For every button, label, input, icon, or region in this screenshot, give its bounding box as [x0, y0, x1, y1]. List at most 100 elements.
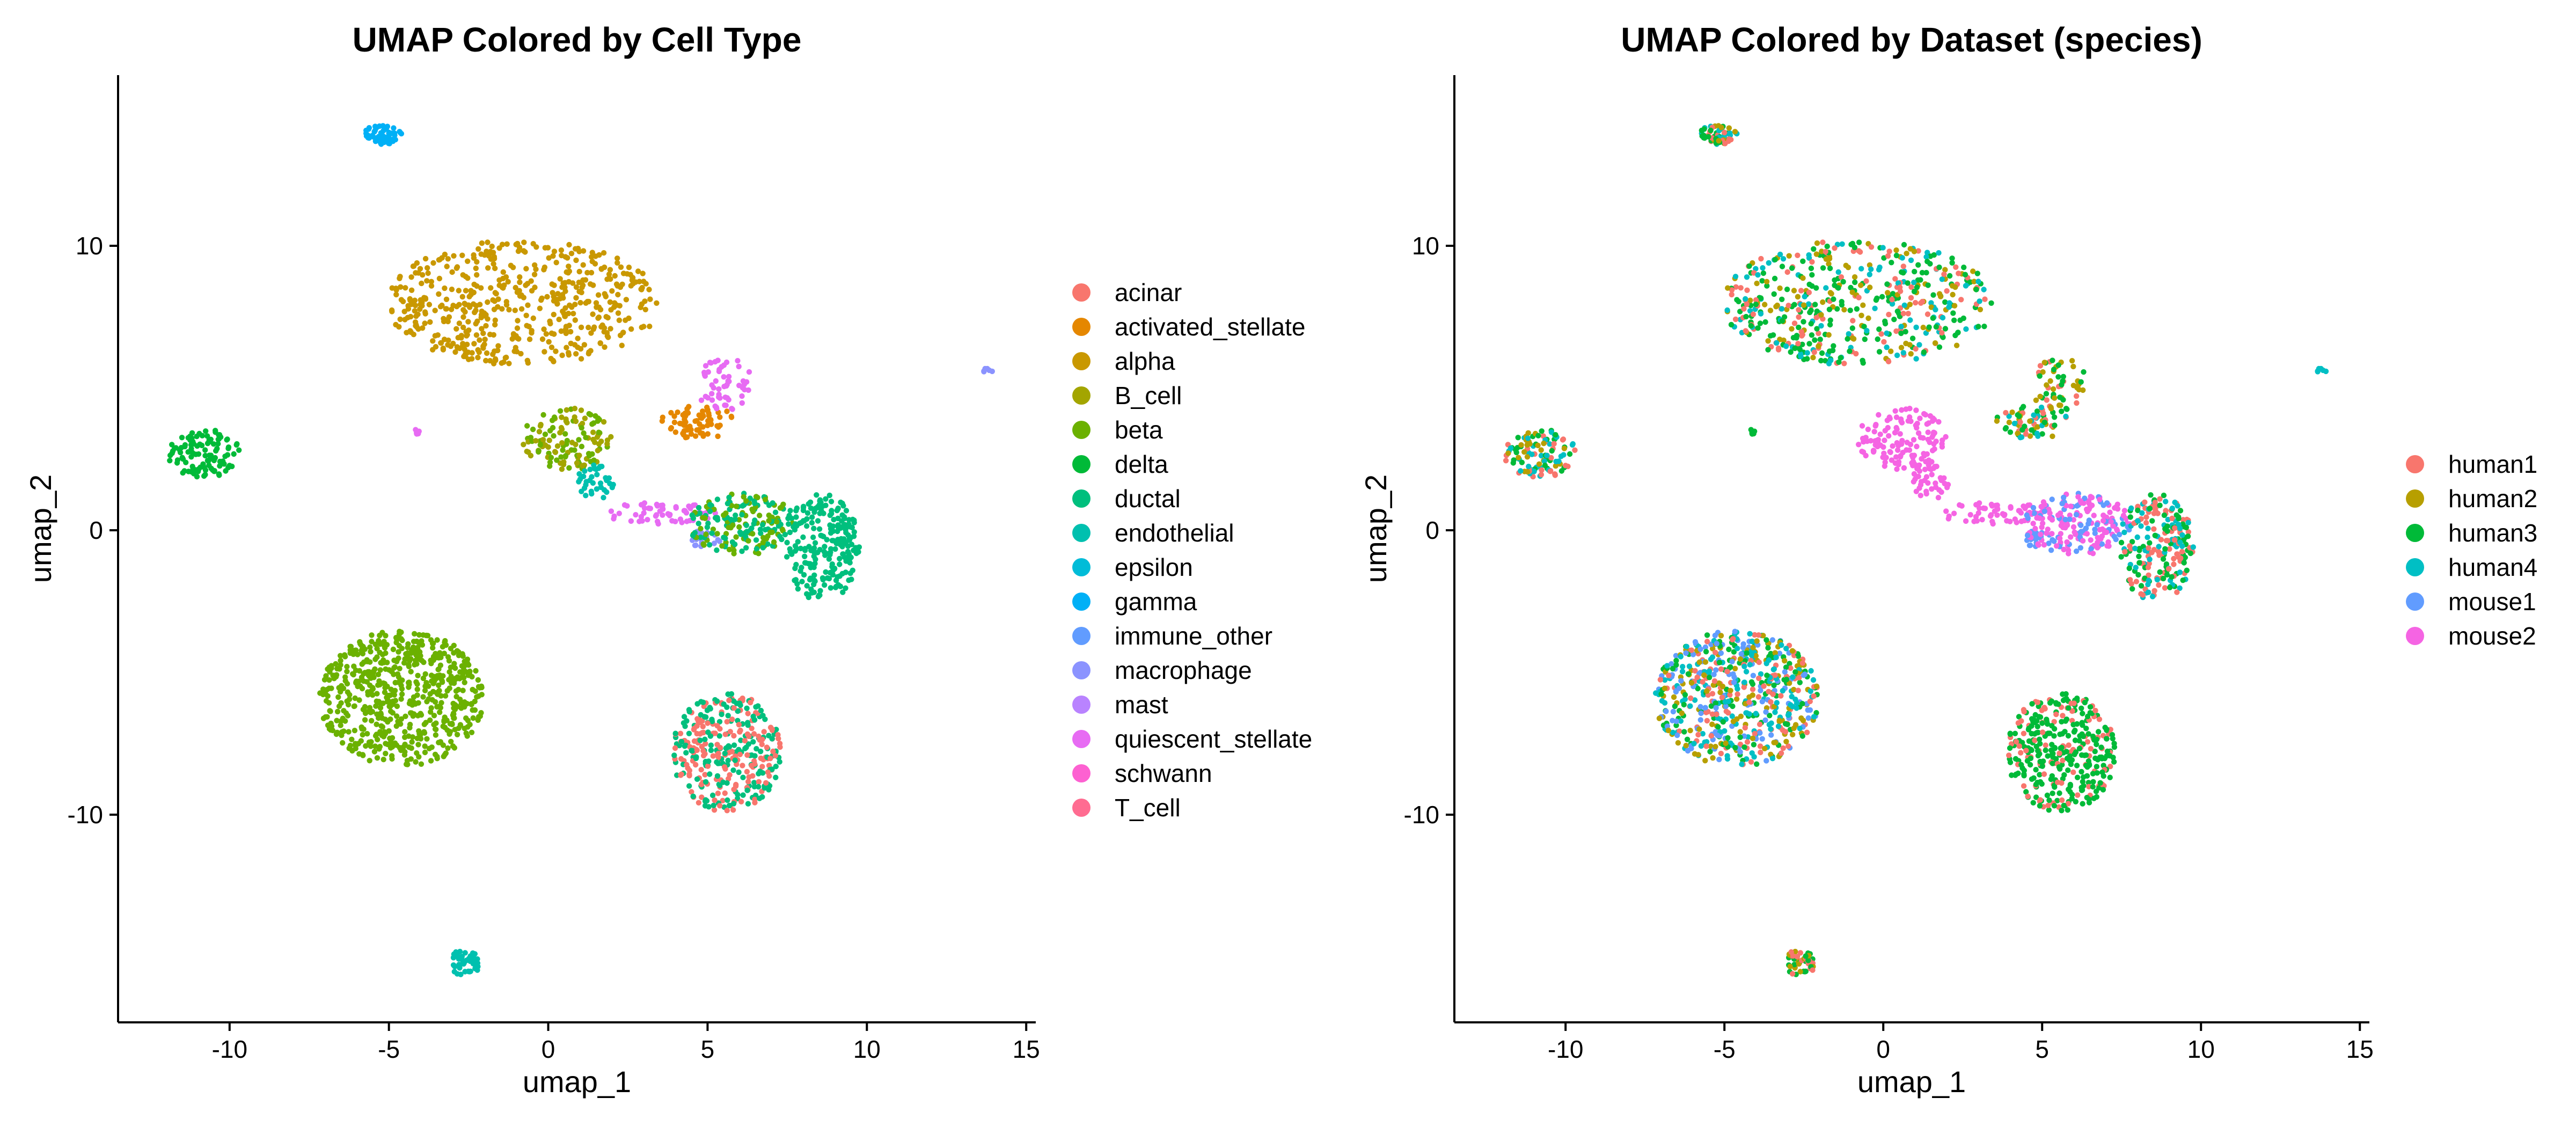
scatter-point [1836, 359, 1842, 365]
scatter-point [321, 677, 328, 683]
scatter-point [2084, 739, 2091, 745]
scatter-point [1795, 341, 1801, 347]
scatter-point [835, 574, 840, 580]
scatter-point [2037, 772, 2043, 778]
scatter-point [1806, 341, 1812, 347]
scatter-point [383, 650, 389, 656]
scatter-point [455, 674, 460, 680]
scatter-point [1956, 270, 1962, 276]
scatter-point [418, 711, 423, 716]
scatter-point [740, 503, 745, 509]
scatter-point [1692, 697, 1698, 703]
scatter-point [1668, 661, 1674, 667]
scatter-point [1539, 428, 1545, 434]
scatter-point [766, 787, 772, 793]
legend-label: delta [1115, 450, 1168, 478]
scatter-point [347, 650, 353, 656]
scatter-point [199, 442, 205, 449]
scatter-point [587, 466, 593, 472]
scatter-point [506, 361, 512, 367]
scatter-point [396, 679, 401, 685]
scatter-point [1795, 687, 1801, 693]
scatter-point [465, 718, 471, 723]
scatter-point [1716, 138, 1722, 144]
scatter-point [581, 430, 587, 436]
scatter-point [726, 494, 732, 501]
scatter-point [692, 433, 699, 439]
scatter-point [374, 654, 380, 660]
scatter-point [2101, 773, 2106, 779]
scatter-point [438, 340, 444, 346]
scatter-point [377, 705, 384, 711]
scatter-point [459, 294, 465, 300]
scatter-point [786, 513, 792, 518]
scatter-point [447, 729, 453, 735]
scatter-point [1883, 455, 1889, 460]
scatter-point [2080, 801, 2085, 807]
scatter-point [608, 326, 613, 332]
scatter-point [512, 308, 518, 313]
scatter-point [682, 743, 688, 749]
scatter-point [556, 317, 562, 323]
scatter-point [2072, 737, 2079, 743]
scatter-point [345, 701, 352, 708]
scatter-point [813, 557, 818, 562]
scatter-point [406, 684, 412, 690]
scatter-point [568, 328, 574, 335]
scatter-point [1801, 319, 1806, 325]
scatter-point [2063, 749, 2069, 755]
scatter-point [2074, 385, 2080, 391]
scatter-point [1732, 628, 1738, 634]
scatter-point [327, 708, 333, 714]
scatter-point [595, 315, 601, 321]
scatter-point [384, 694, 390, 700]
scatter-point [1813, 251, 1819, 257]
scatter-point [2008, 504, 2014, 510]
scatter-point [1943, 434, 1949, 440]
scatter-point [2016, 714, 2022, 720]
scatter-point [731, 742, 737, 748]
scatter-point [1722, 129, 1728, 136]
scatter-point [485, 299, 491, 305]
scatter-point [756, 771, 762, 777]
scatter-point [794, 505, 800, 511]
scatter-point [537, 423, 544, 429]
scatter-point [828, 585, 834, 591]
scatter-point [667, 513, 672, 518]
scatter-point [2157, 502, 2163, 508]
scatter-point [1714, 711, 1719, 718]
scatter-point [2019, 427, 2025, 433]
scatter-point [1538, 447, 1544, 453]
scatter-point [2118, 554, 2124, 560]
scatter-point [2171, 555, 2177, 562]
scatter-point [475, 714, 482, 720]
scatter-point [1916, 342, 1922, 348]
scatter-point [427, 319, 433, 325]
scatter-point [576, 268, 582, 275]
scatter-point [437, 709, 443, 715]
scatter-point [681, 413, 687, 419]
scatter-point [358, 674, 365, 680]
scatter-point [380, 757, 386, 763]
legend-item: delta [1072, 450, 1168, 478]
scatter-point [714, 496, 721, 502]
scatter-point [1835, 269, 1841, 275]
scatter-point [684, 518, 690, 524]
scatter-point [2146, 572, 2151, 579]
scatter-point [691, 738, 698, 744]
scatter-point [1856, 295, 1862, 301]
scatter-point [2015, 430, 2021, 436]
legend-label: mast [1115, 691, 1168, 719]
scatter-point [717, 745, 723, 751]
scatter-point [580, 262, 586, 268]
scatter-point [1569, 442, 1576, 448]
scatter-point [2007, 518, 2013, 524]
scatter-point [1953, 264, 1959, 270]
scatter-point [731, 733, 737, 739]
scatter-point [2169, 506, 2175, 511]
scatter-point [777, 744, 783, 750]
scatter-point [1865, 426, 1871, 433]
scatter-point [726, 374, 732, 379]
scatter-point [1738, 713, 1744, 720]
scatter-point [565, 270, 571, 276]
